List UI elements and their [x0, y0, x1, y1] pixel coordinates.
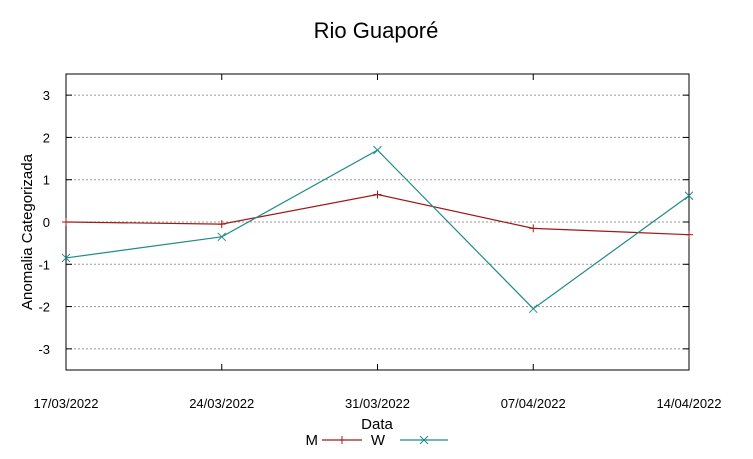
y-tick-label: -3	[38, 342, 50, 357]
x-axis-label: Data	[361, 416, 393, 433]
y-tick-label: -1	[38, 257, 50, 272]
y-tick-label: 0	[43, 215, 50, 230]
legend-marker	[419, 435, 429, 445]
series-w	[61, 145, 694, 314]
legend-item-w: W	[371, 432, 448, 449]
legend-label: W	[371, 432, 386, 449]
legend-label: M	[306, 432, 319, 449]
x-tick-label: 07/04/2022	[501, 396, 566, 411]
series-m	[62, 190, 693, 239]
y-tick-label: 3	[43, 88, 50, 103]
y-axis-ticks: 3 2 1 0 -1 -2 -3	[38, 88, 689, 357]
data-point-w	[61, 253, 71, 263]
data-point-w	[217, 232, 227, 242]
x-tick-label: 24/03/2022	[189, 396, 254, 411]
data-point-w	[684, 191, 694, 201]
y-tick-label: 2	[43, 130, 50, 145]
legend-item-m: M	[306, 432, 362, 449]
x-tick-label: 14/04/2022	[656, 396, 721, 411]
series-layer	[61, 145, 694, 314]
y-tick-label: 1	[43, 173, 50, 188]
x-tick-label: 31/03/2022	[345, 396, 410, 411]
grid-lines	[66, 94, 689, 350]
x-tick-label: 17/03/2022	[33, 396, 98, 411]
chart-title: Rio Guaporé	[314, 18, 439, 43]
data-point-w	[373, 145, 382, 155]
y-tick-label: -2	[38, 300, 50, 315]
series-line-m	[65, 193, 690, 236]
data-point-w	[528, 304, 538, 314]
series-line-w	[65, 149, 690, 310]
x-axis-ticks: 17/03/2022 24/03/2022 31/03/2022 07/04/2022…	[33, 74, 722, 411]
y-axis-label: Anomalia Categorizada	[19, 153, 36, 310]
